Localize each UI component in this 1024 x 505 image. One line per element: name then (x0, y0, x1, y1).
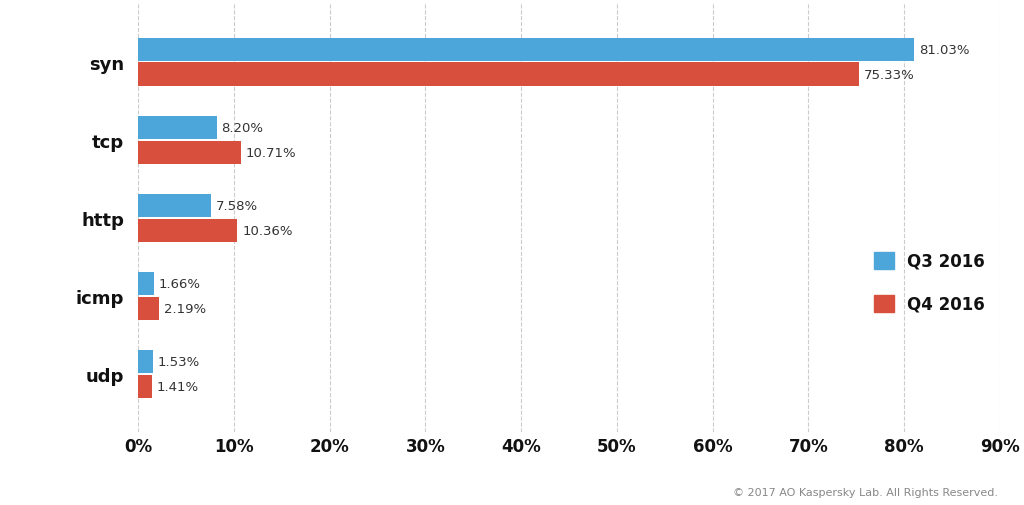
Text: 10.36%: 10.36% (242, 224, 293, 237)
Text: 1.66%: 1.66% (159, 277, 201, 290)
Bar (138, 219, 238, 242)
Bar (138, 375, 152, 398)
Text: 1.53%: 1.53% (158, 355, 200, 368)
Bar (138, 350, 153, 373)
Text: 75.33%: 75.33% (864, 69, 915, 81)
Text: 1.41%: 1.41% (157, 380, 199, 393)
Bar (138, 116, 217, 140)
Text: 7.58%: 7.58% (215, 199, 258, 213)
Text: 10.71%: 10.71% (246, 146, 296, 160)
Bar (138, 194, 211, 218)
Text: © 2017 AO Kaspersky Lab. All Rights Reserved.: © 2017 AO Kaspersky Lab. All Rights Rese… (733, 487, 998, 497)
Bar (138, 272, 154, 295)
Bar (138, 141, 241, 165)
Text: 2.19%: 2.19% (164, 302, 206, 315)
Bar (138, 38, 914, 62)
Legend: Q3 2016, Q4 2016: Q3 2016, Q4 2016 (867, 245, 991, 320)
Bar (138, 63, 859, 87)
Text: 8.20%: 8.20% (221, 122, 263, 134)
Bar (138, 297, 159, 320)
Text: 81.03%: 81.03% (919, 43, 970, 57)
